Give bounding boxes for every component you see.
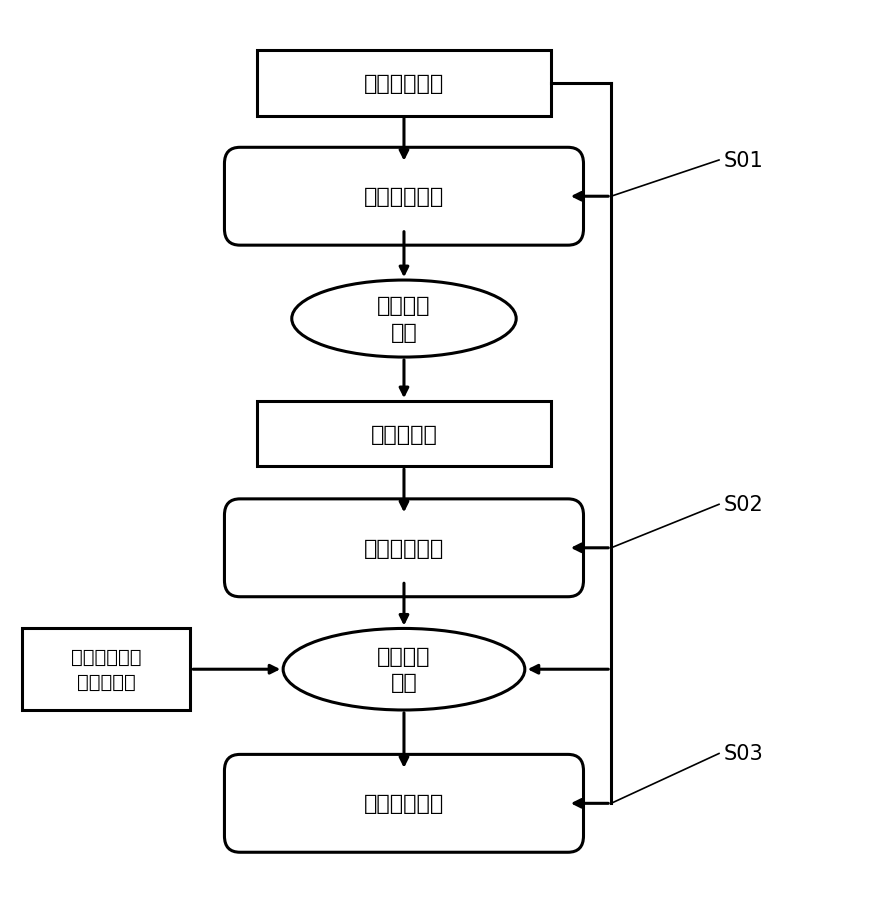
Text: S02: S02 — [724, 494, 763, 515]
Text: 表征学习阶段: 表征学习阶段 — [364, 539, 444, 558]
Text: 演示学习
策略: 演示学习 策略 — [377, 296, 431, 343]
Text: 多模态数据: 多模态数据 — [371, 425, 438, 444]
FancyBboxPatch shape — [22, 629, 190, 710]
FancyBboxPatch shape — [257, 51, 551, 117]
FancyBboxPatch shape — [225, 148, 583, 246]
FancyBboxPatch shape — [257, 402, 551, 467]
Text: 表征学习
模型: 表征学习 模型 — [377, 646, 431, 693]
Text: S03: S03 — [724, 743, 763, 764]
Text: 演示轨迹数据: 演示轨迹数据 — [364, 74, 444, 94]
Ellipse shape — [283, 629, 524, 710]
Text: 强化学习与环
境相应数据: 强化学习与环 境相应数据 — [71, 648, 141, 691]
Text: 强化学习阶段: 强化学习阶段 — [364, 793, 444, 813]
FancyBboxPatch shape — [225, 499, 583, 597]
FancyBboxPatch shape — [225, 754, 583, 852]
Ellipse shape — [292, 280, 517, 357]
Text: 演示学习阶段: 演示学习阶段 — [364, 187, 444, 207]
Text: S01: S01 — [724, 151, 763, 171]
